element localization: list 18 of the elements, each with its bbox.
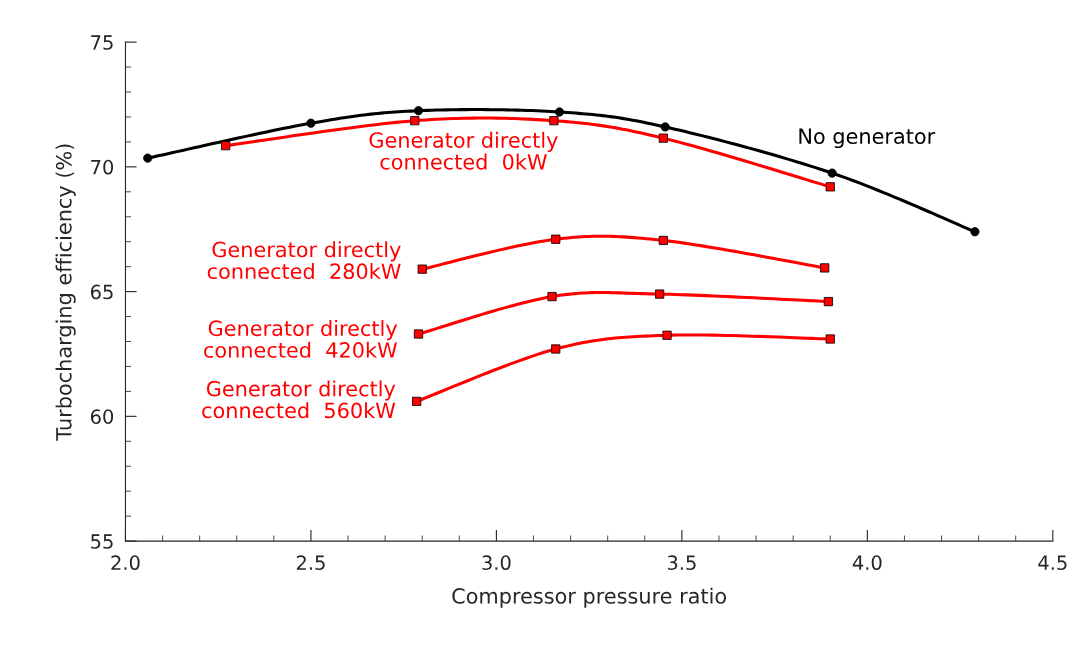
x-tick-label: 2.0 [111, 555, 140, 571]
x-tick-label: 3.5 [667, 555, 696, 571]
series-label: Generator directly connected 0kW [369, 131, 558, 170]
x-axis-title: Compressor pressure ratio [452, 587, 726, 608]
y-tick-label: 65 [90, 284, 113, 300]
x-tick-label: 2.5 [296, 555, 325, 571]
y-tick-label: 70 [91, 159, 114, 175]
x-tick-label: 4.5 [1038, 555, 1067, 571]
y-axis-title: Turbocharging efficiency (%) [55, 144, 76, 441]
y-tick-label: 55 [91, 534, 113, 549]
y-tick-label: 60 [90, 409, 114, 424]
series-label: No generator [799, 128, 936, 149]
series-label: Generator directly connected 560kW [202, 380, 396, 419]
series-label: Generator directly connected 280kW [207, 241, 401, 280]
x-tick-label: 3.0 [482, 555, 511, 571]
x-tick-label: 4.0 [852, 555, 882, 571]
series-label: Generator directly connected 420kW [204, 320, 398, 358]
y-tick-label: 75 [91, 35, 113, 50]
